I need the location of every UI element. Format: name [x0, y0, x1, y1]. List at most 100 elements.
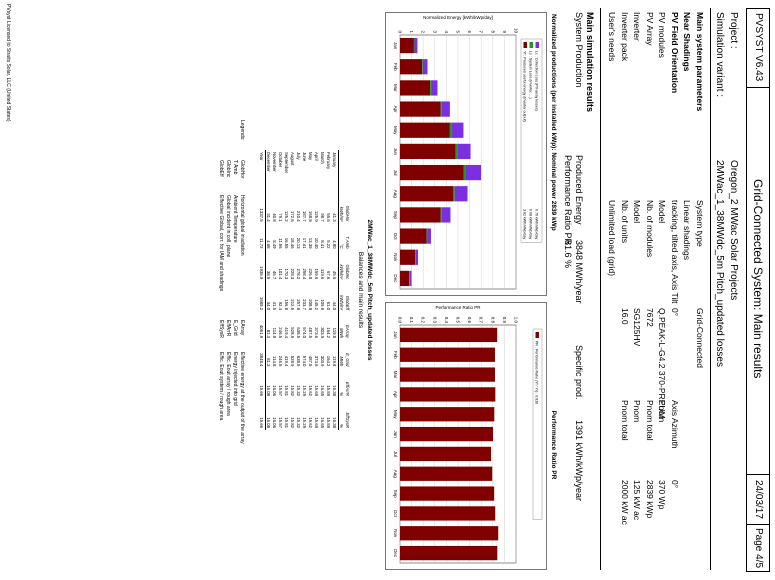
table-cell: 4.80 [332, 240, 338, 249]
legend-key: T Amb [232, 160, 238, 175]
table-cell: 164.2 [326, 355, 332, 367]
y-tick-label: 0.8 [490, 317, 495, 324]
table-cell: 40.8 [272, 213, 278, 222]
table-cell: 15.62 [308, 417, 314, 428]
param-label-5: Inverter [632, 12, 643, 41]
x-tick-label: Jan [393, 331, 398, 339]
bar-Ls-Feb [422, 59, 423, 75]
table-cell: April [314, 152, 320, 161]
table-cell: 172.6 [290, 210, 296, 222]
x-tick-label: Oct [393, 510, 398, 518]
bar-PR-Jul [400, 446, 492, 462]
balance-subtitle: Balances and main results [357, 251, 364, 329]
table-cell: 15.29 [302, 417, 308, 428]
table-cell: 92.4 [278, 301, 284, 311]
x-tick-label: Apr [393, 391, 398, 399]
bar-PR-Apr [400, 387, 496, 402]
param-label-1: Near Shadings [682, 12, 693, 72]
table-header: GlobEff [345, 295, 351, 311]
table-cell: 81.3 [266, 358, 272, 367]
x-tick-label: Dec [393, 549, 398, 558]
bar-Ls-Apr [440, 101, 442, 117]
x-tick-label: May [393, 410, 398, 419]
legend-desc: Global incident in coll. plane [225, 195, 231, 258]
software-version: PVSYST V6.43 [753, 13, 764, 82]
table-cell: 15.66 [259, 417, 265, 428]
param-c4-3: Pnom [657, 400, 668, 423]
produced-energy-value: 3848 MWh/year [574, 240, 584, 304]
table-row: March 98.7 8.41 119.6 109.9 303.9 303.9 16.65 16… [320, 150, 326, 430]
param-c5-4: 2839 kWp [645, 480, 655, 519]
table-cell: 187.7 [302, 210, 308, 222]
table-cell: 11.72 [259, 238, 265, 249]
table-cell: 16.65 [320, 417, 326, 428]
legend-key: GlobInc [225, 160, 231, 178]
bar-Lc-May [451, 122, 464, 138]
table-unit: MWh [339, 356, 345, 367]
legend-key: GlobHor [239, 160, 245, 179]
pr-value: 81.6 % [563, 240, 573, 269]
bar-Yf-Jul [400, 164, 464, 181]
bar-PR-Nov [400, 526, 499, 541]
table-cell: 16.38 [332, 417, 338, 428]
bar-PR-Dec [400, 545, 498, 561]
param-c2-1: Linear shadings [682, 200, 693, 261]
table-header: GlobInc [345, 264, 351, 280]
param-c3-6: 16.0 [620, 308, 630, 325]
table-cell: June [302, 152, 308, 162]
bar-Lc-Feb [422, 59, 428, 75]
table-cell: 233.7 [302, 299, 308, 311]
table-cell: 119.8 [332, 356, 338, 367]
y-tick-label: 1 [409, 30, 414, 33]
table-cell: 119.6 [320, 268, 326, 280]
table-cell: 4061.9 [259, 324, 265, 339]
legend-desc: Effective Global, corr. for IAM and shad… [218, 195, 224, 292]
x-tick-label: Jun [393, 430, 398, 438]
param-c4-5: Pnom [632, 400, 643, 423]
table-cell: 16.55 [284, 237, 290, 249]
table-cell: 574.0 [302, 355, 308, 367]
table-cell: 487.5 [308, 355, 314, 367]
table-unit: °C [339, 243, 345, 249]
right-chart-heading: Performance Ratio PR [550, 410, 557, 480]
y-tick-label: 0.0 [398, 317, 403, 324]
table-cell: 145.2 [314, 299, 320, 311]
param-label-4: PV Array [645, 12, 655, 46]
table-cell: December [266, 152, 272, 172]
table-cell: September [284, 152, 290, 174]
table-cell: 246.5 [278, 327, 284, 339]
bar-Yf-May [399, 122, 450, 138]
y-tick-label: 0.4 [444, 317, 449, 324]
table-cell: 10.40 [314, 237, 320, 249]
table-cell: 638.5 [296, 327, 302, 339]
param-label-7: User's needs [607, 12, 618, 62]
bar-Lc-Oct [427, 228, 431, 244]
table-cell: 170.3 [284, 268, 290, 280]
table-cell: August [290, 152, 296, 166]
x-tick-label: Jul [393, 170, 398, 176]
param-c2-0: System type [695, 200, 705, 247]
table-cell: 16.06 [272, 417, 278, 428]
legend-entry: Lc : Collection Loss (PV-array losses) [535, 51, 539, 111]
bar-Yf-Mar [400, 80, 431, 96]
table-cell: 1689.2 [259, 296, 265, 311]
table-cell: 34.0 [266, 301, 272, 311]
bar-Ls-May [449, 122, 452, 138]
legend-key: EffArrR [225, 320, 231, 337]
table-cell: 15.29 [302, 385, 308, 397]
legend-swatch [529, 42, 533, 48]
legend-swatch [535, 332, 539, 338]
table-unit: % [339, 424, 345, 428]
table-cell: 114.8 [272, 356, 278, 367]
param-c2-4: Nb. of modules [645, 200, 655, 258]
x-tick-label: Jul [393, 451, 398, 457]
bar-PR-Oct [400, 506, 496, 521]
table-row: August 172.6 18.46 228.3 212.5 528.9 528.9 15.8… [290, 150, 296, 430]
legend-key: GlobEff [218, 160, 224, 177]
legend-value: 0.76 kWh/kWp/day [535, 209, 539, 239]
bar-Lc-Sep [441, 207, 451, 223]
param-c4-2: Axis Azimuth [670, 400, 680, 449]
bar-Lc-Jan [414, 37, 418, 54]
table-cell: 125.9 [314, 210, 320, 222]
table-cell: 3848.4 [259, 353, 265, 367]
